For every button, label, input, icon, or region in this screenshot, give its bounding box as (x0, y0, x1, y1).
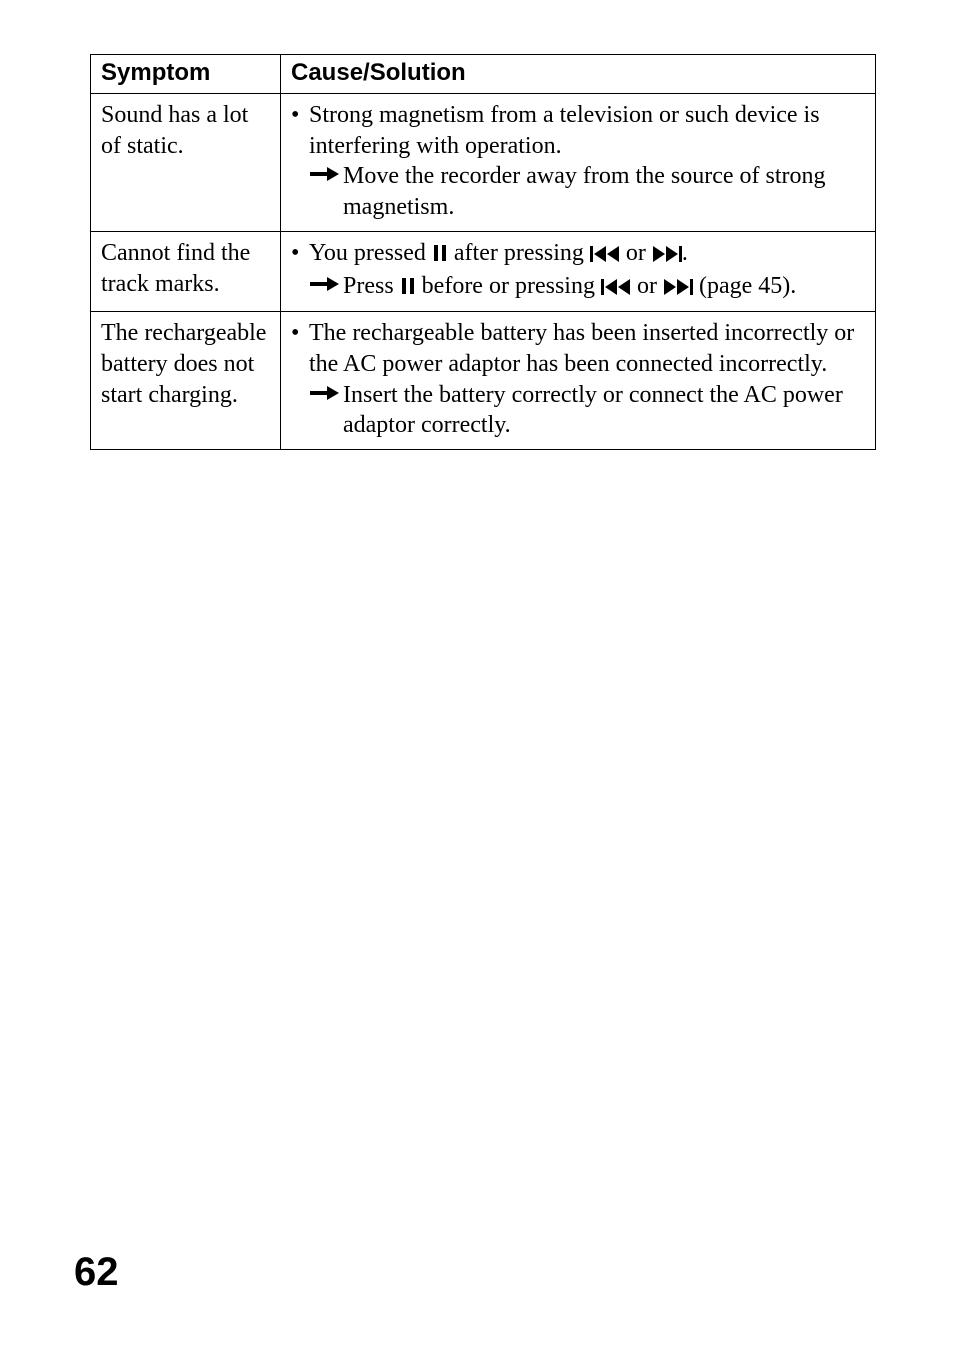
solution-text: Insert the battery correctly or connect … (343, 380, 865, 441)
text-fragment: or (620, 240, 652, 266)
solution-arrow-icon (309, 161, 343, 222)
bullet-text: The rechargeable battery has been insert… (309, 318, 865, 379)
solution-item: Insert the battery correctly or connect … (291, 380, 865, 441)
page: Symptom Cause/Solution Sound has a lot o… (0, 0, 954, 1345)
text-fragment: before or pressing (416, 273, 601, 299)
solution-text: Move the recorder away from the source o… (343, 161, 865, 222)
page-number: 62 (74, 1250, 119, 1295)
symptom-cell: The rechargeable battery does not start … (91, 312, 281, 450)
bullet-dot: • (291, 100, 309, 161)
pause-icon (432, 240, 448, 271)
text-fragment: You pressed (309, 240, 432, 266)
text-fragment: (page 45). (693, 273, 796, 299)
skip-forward-icon (663, 273, 693, 304)
troubleshoot-table: Symptom Cause/Solution Sound has a lot o… (90, 54, 876, 450)
bullet-text: You pressed after pressing or . (309, 238, 865, 271)
text-fragment: or (631, 273, 663, 299)
text-fragment: after pressing (448, 240, 590, 266)
cause-cell: • Strong magnetism from a television or … (281, 94, 876, 232)
solution-arrow-icon (309, 271, 343, 304)
bullet-dot: • (291, 318, 309, 379)
table-row: The rechargeable battery does not start … (91, 312, 876, 450)
header-symptom: Symptom (91, 55, 281, 94)
solution-item: Press before or pressing or (page 45). (291, 271, 865, 304)
text-fragment: Press (343, 273, 400, 299)
bullet-item: • You pressed after pressing or . (291, 238, 865, 271)
bullet-dot: • (291, 238, 309, 271)
skip-forward-icon (652, 240, 682, 271)
table-row: Cannot find the track marks. • You press… (91, 231, 876, 311)
pause-icon (400, 273, 416, 304)
bullet-text: Strong magnetism from a television or su… (309, 100, 865, 161)
bullet-item: • Strong magnetism from a television or … (291, 100, 865, 161)
header-cause: Cause/Solution (281, 55, 876, 94)
cause-cell: • You pressed after pressing or . Press … (281, 231, 876, 311)
table-row: Sound has a lot of static. • Strong magn… (91, 94, 876, 232)
table-header-row: Symptom Cause/Solution (91, 55, 876, 94)
symptom-cell: Cannot find the track marks. (91, 231, 281, 311)
solution-arrow-icon (309, 380, 343, 441)
skip-back-icon (590, 240, 620, 271)
bullet-item: • The rechargeable battery has been inse… (291, 318, 865, 379)
solution-item: Move the recorder away from the source o… (291, 161, 865, 222)
solution-text: Press before or pressing or (page 45). (343, 271, 865, 304)
cause-cell: • The rechargeable battery has been inse… (281, 312, 876, 450)
skip-back-icon (601, 273, 631, 304)
text-fragment: . (682, 240, 688, 266)
symptom-cell: Sound has a lot of static. (91, 94, 281, 232)
